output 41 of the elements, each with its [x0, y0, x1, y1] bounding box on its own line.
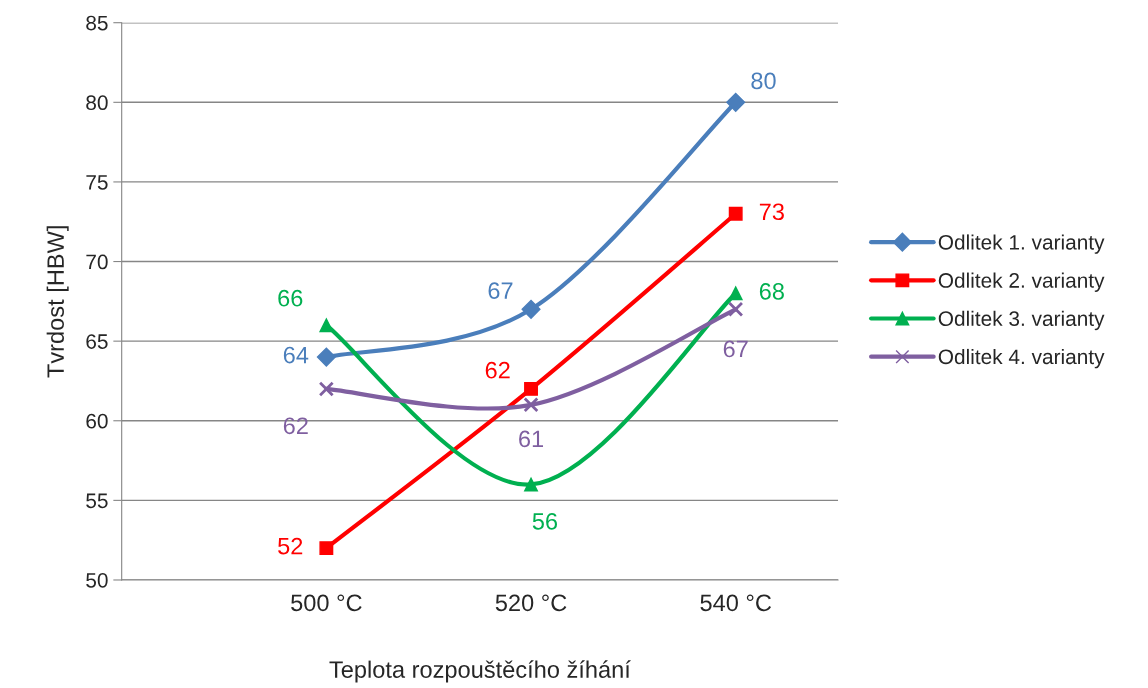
data-label: 56 — [532, 512, 558, 530]
x-axis-title: Teplota rozpouštěcího žíhání — [329, 660, 631, 683]
legend-label: Odlitek 3. varianty — [938, 310, 1105, 331]
data-label: 68 — [759, 283, 784, 300]
y-tick-label: 65 — [86, 334, 108, 349]
legend-label: Odlitek 1. varianty — [938, 234, 1105, 254]
point — [521, 299, 541, 319]
y-tick-label: 55 — [86, 493, 108, 509]
point — [728, 301, 744, 317]
point — [523, 397, 539, 413]
data-label: 64 — [283, 346, 309, 364]
data-label: 67 — [723, 340, 748, 358]
y-tick-label: 50 — [86, 572, 108, 588]
point — [318, 381, 334, 397]
point — [726, 92, 746, 112]
point — [728, 286, 743, 301]
legend-label: Odlitek 4. varianty — [938, 348, 1105, 369]
x-tick-label: 500 °C — [291, 594, 362, 612]
data-label: 73 — [759, 203, 784, 221]
data-label: 62 — [283, 417, 308, 435]
point — [316, 347, 336, 367]
point — [319, 541, 334, 556]
y-tick-label: 60 — [86, 413, 108, 429]
data-label: 67 — [488, 282, 513, 299]
y-axis-title: Tvrdost [HBW] — [46, 226, 69, 378]
x-tick-label: 520 °C — [495, 594, 567, 612]
x-tick-label: 540 °C — [700, 594, 772, 612]
data-label: 61 — [519, 430, 544, 448]
y-tick-label: 85 — [86, 15, 108, 31]
legend-label: Odlitek 2. varianty — [938, 272, 1105, 292]
point — [524, 381, 538, 396]
y-tick-label: 70 — [86, 254, 108, 270]
y-tick-label: 75 — [86, 175, 108, 190]
data-label: 80 — [751, 72, 776, 90]
data-label: 62 — [485, 361, 510, 379]
data-label: 66 — [278, 289, 303, 307]
y-tick-label: 80 — [86, 95, 108, 111]
point — [319, 318, 334, 333]
point — [728, 206, 743, 221]
point — [524, 477, 538, 492]
data-label: 52 — [278, 537, 303, 555]
